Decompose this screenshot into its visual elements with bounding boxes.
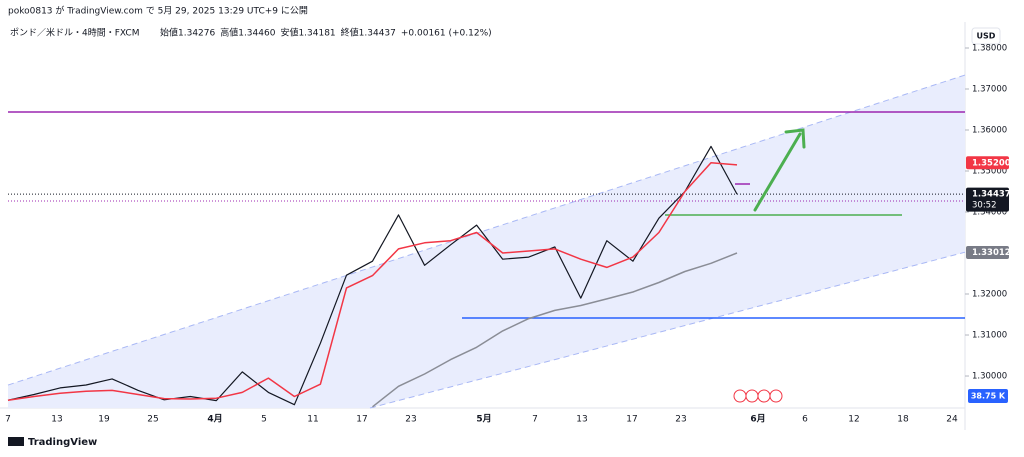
x-tick-label: 24: [946, 415, 958, 425]
y-tick-label: 1.30000: [972, 372, 1007, 382]
x-tick-label: 5: [261, 415, 267, 425]
x-tick-label: 6: [802, 415, 808, 425]
channel-lower: [369, 251, 966, 409]
logo: [8, 437, 24, 446]
price-label-box: [966, 246, 1009, 260]
volume-box: [968, 389, 1008, 403]
x-tick-label: 13: [51, 415, 62, 425]
info-item: 終値1.34437: [341, 27, 396, 39]
price-label: 1.34437: [972, 190, 1011, 200]
x-tick-label: 12: [848, 415, 859, 425]
price-label-box: [966, 156, 1009, 170]
info-item: 始値1.34276: [160, 27, 215, 39]
x-tick-label: 23: [675, 415, 686, 425]
x-tick-label: 19: [98, 415, 110, 425]
y-tick-label: 1.38000: [972, 43, 1007, 53]
event-icon: [745, 389, 759, 403]
event-icon: [769, 389, 783, 403]
x-tick-label: 23: [405, 415, 416, 425]
x-tick-label: 17: [626, 415, 637, 425]
x-tick-label: 5月: [476, 414, 491, 425]
info-item: 安値1.34181: [280, 27, 335, 39]
price-label: 1.35200: [972, 158, 1011, 168]
brand: TradingView: [28, 437, 97, 448]
arrow: [753, 128, 806, 212]
chart-title: ポンド／米ドル・4時間・FXCM: [10, 27, 139, 39]
y-tick-label: 1.32000: [972, 290, 1007, 300]
x-tick-label: 7: [532, 415, 538, 425]
y-tick-label: 1.31000: [972, 331, 1007, 341]
header: poko0813 が TradingView.com で 5月 29, 2025…: [8, 5, 308, 17]
x-tick-label: 4月: [207, 414, 222, 425]
info-item: +0.00161 (+0.12%): [401, 29, 492, 39]
y-tick-label: 1.37000: [972, 84, 1007, 94]
volume-label: 38.75 K: [971, 392, 1006, 401]
y-tick-label: 1.34000: [972, 208, 1007, 218]
x-tick-label: 17: [356, 415, 367, 425]
event-icon: [757, 389, 771, 403]
channel-fill: [8, 75, 965, 409]
channel-upper: [7, 74, 966, 386]
x-tick-label: 13: [576, 415, 587, 425]
series-line: [7, 145, 738, 406]
plot: [7, 74, 966, 409]
currency-box: [971, 27, 1001, 45]
y-tick-label: 1.36000: [972, 126, 1007, 136]
price-label: 1.33012: [972, 248, 1011, 258]
x-tick-label: 6月: [750, 414, 765, 425]
y-tick-label: 1.35000: [972, 167, 1007, 177]
event-icons: [733, 389, 783, 403]
series-line: [7, 162, 738, 401]
currency: USD: [977, 32, 996, 41]
x-tick-label: 7: [5, 415, 11, 425]
x-tick-label: 18: [897, 415, 909, 425]
x-tick-label: 11: [307, 415, 318, 425]
x-tick-label: 25: [147, 415, 158, 425]
info-item: 高値1.34460: [220, 27, 275, 39]
price-countdown: 30:52: [972, 201, 997, 211]
series-line: [372, 252, 738, 408]
price-label-box: [966, 187, 1009, 212]
event-icon: [733, 389, 747, 403]
